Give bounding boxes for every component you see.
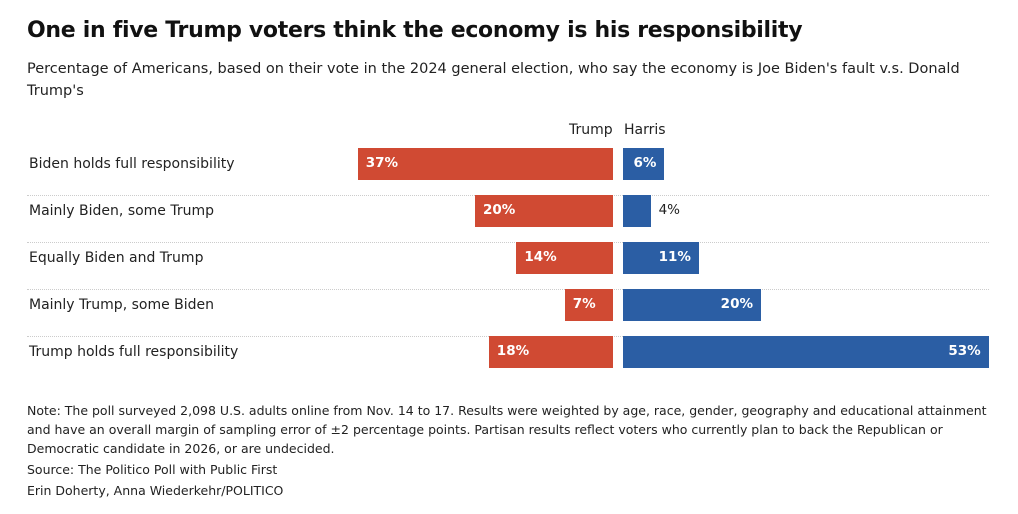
data-label: 18% (496, 343, 530, 359)
data-label: 14% (524, 249, 557, 265)
data-label: 37% (365, 155, 399, 171)
data-label: 53% (948, 343, 981, 359)
source-text: Source: The Politico Poll with Public Fi… (27, 462, 278, 477)
data-label: 11% (658, 249, 691, 265)
category-label: Mainly Biden, some Trump (29, 203, 215, 219)
harris-bar (623, 242, 699, 274)
chart-subtitle: Percentage of Americans, based on their … (27, 61, 960, 99)
harris-bar (623, 336, 989, 368)
data-label: 20% (483, 202, 516, 218)
trump-bar (357, 148, 613, 180)
chart-row: Trump holds full responsibility 18% 53% (27, 336, 989, 383)
chart-row: Mainly Trump, some Biden 7% 20% (27, 289, 989, 337)
category-label: Mainly Trump, some Biden (29, 297, 215, 313)
notes: Note: The poll surveyed 2,098 U.S. adult… (27, 401, 987, 502)
chart-row: Equally Biden and Trump 14% 11% (27, 242, 989, 290)
harris-bar (623, 195, 651, 227)
harris-bar (623, 289, 761, 321)
category-label: Trump holds full responsibility (29, 344, 239, 360)
legend-harris: Harris (624, 122, 666, 138)
data-label: 4% (658, 202, 681, 218)
trump-bar (564, 289, 613, 321)
data-label: 7% (572, 296, 596, 312)
note-text: Note: The poll surveyed 2,098 U.S. adult… (27, 403, 987, 456)
data-label: 6% (633, 155, 657, 171)
chart-row: Mainly Biden, some Trump 20% 4% (27, 195, 989, 243)
harris-bar (623, 148, 665, 180)
chart-title: One in five Trump voters think the econo… (27, 18, 803, 43)
category-label: Equally Biden and Trump (29, 250, 204, 266)
legend-trump: Trump (569, 122, 613, 138)
trump-bar (475, 195, 613, 227)
trump-bar (516, 242, 613, 274)
credit-text: Erin Doherty, Anna Wiederkehr/POLITICO (27, 483, 284, 498)
category-label: Biden holds full responsibility (29, 156, 235, 172)
trump-bar (488, 336, 613, 368)
data-label: 20% (720, 296, 753, 312)
chart-row: Biden holds full responsibility 37% 6% (27, 148, 989, 196)
